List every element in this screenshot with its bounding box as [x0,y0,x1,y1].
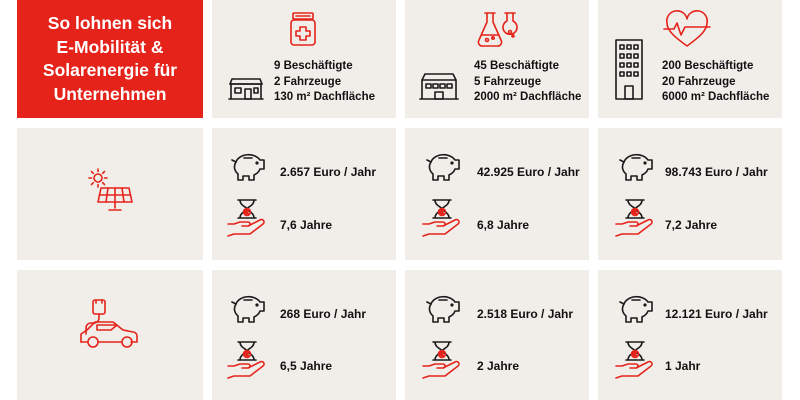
emobility-card-small: 268 Euro / Jahr 6,5 Jahre [212,270,396,400]
piggy-bank-icon [231,295,265,323]
office-tower-icon [615,39,643,100]
payback-value: 7,6 Jahre [280,218,333,232]
savings-value: 42.925 Euro / Jahr [477,165,580,179]
piggy-bank-icon [426,295,460,323]
solar-card-large: 98.743 Euro / Jahr 7,2 Jahre [598,128,782,260]
title-cell: So lohnen sich E-Mobilität & Solarenergi… [17,0,203,118]
solar-row-label [17,128,203,260]
emobility-card-large: 12.121 Euro / Jahr 1 Jahr [598,270,782,400]
solar-card-medium: 42.925 Euro / Jahr 6,8 Jahre [405,128,589,260]
company-card-large: 200 Beschäftigte 20 Fahrzeuge 6000 m² Da… [598,0,782,118]
warehouse-icon [419,73,459,100]
savings-value: 2.518 Euro / Jahr [477,307,574,321]
employees-count: 45 Beschäftigte [474,60,560,72]
payback-value: 7,2 Jahre [665,218,718,232]
roof-area: 2000 m² Dachfläche [474,91,582,103]
hourglass-hand-icon [227,341,265,379]
hourglass-hand-icon [422,199,460,237]
company-card-medium: 45 Beschäftigte 5 Fahrzeuge 2000 m² Dach… [405,0,589,118]
payback-value: 6,8 Jahre [477,218,530,232]
hourglass-hand-icon [615,199,653,237]
piggy-bank-icon [231,153,265,181]
employees-count: 200 Beschäftigte [662,60,754,72]
medicine-bottle-icon [290,12,316,46]
vehicles-count: 20 Fahrzeuge [662,75,736,88]
payback-value: 2 Jahre [477,359,520,373]
company-card-small: 9 Beschäftigte 2 Fahrzeuge 130 m² Dachfl… [212,0,396,118]
roof-area: 130 m² Dachfläche [274,91,375,103]
emobility-row-label [17,270,203,400]
piggy-bank-icon [619,153,653,181]
savings-value: 98.743 Euro / Jahr [665,165,768,179]
employees-count: 9 Beschäftigte [274,60,353,72]
heart-pulse-icon [663,10,711,47]
piggy-bank-icon [426,153,460,181]
piggy-bank-icon [619,295,653,323]
roof-area: 6000 m² Dachfläche [662,91,770,103]
solar-card-small: 2.657 Euro / Jahr 7,6 Jahre [212,128,396,260]
vehicles-count: 5 Fahrzeuge [474,75,542,88]
hourglass-hand-icon [422,341,460,379]
company-stats: 45 Beschäftigte 5 Fahrzeuge 2000 m² Dach… [474,59,581,106]
page-title: So lohnen sich E-Mobilität & Solarenergi… [42,13,178,104]
payback-value: 6,5 Jahre [280,359,333,373]
savings-value: 2.657 Euro / Jahr [280,165,377,179]
hourglass-hand-icon [615,341,653,379]
vehicles-count: 2 Fahrzeuge [274,75,342,88]
solar-panel-icon [88,168,133,211]
hourglass-hand-icon [227,199,265,237]
small-shop-icon [228,78,264,100]
savings-value: 268 Euro / Jahr [280,307,367,321]
company-stats: 9 Beschäftigte 2 Fahrzeuge 130 m² Dachfl… [274,59,375,106]
company-stats: 200 Beschäftigte 20 Fahrzeuge 6000 m² Da… [662,59,769,106]
emobility-card-medium: 2.518 Euro / Jahr 2 Jahre [405,270,589,400]
laboratory-flasks-icon [477,12,518,47]
payback-value: 1 Jahr [665,359,701,373]
electric-car-charging-icon [80,299,138,348]
savings-value: 12.121 Euro / Jahr [665,307,768,321]
